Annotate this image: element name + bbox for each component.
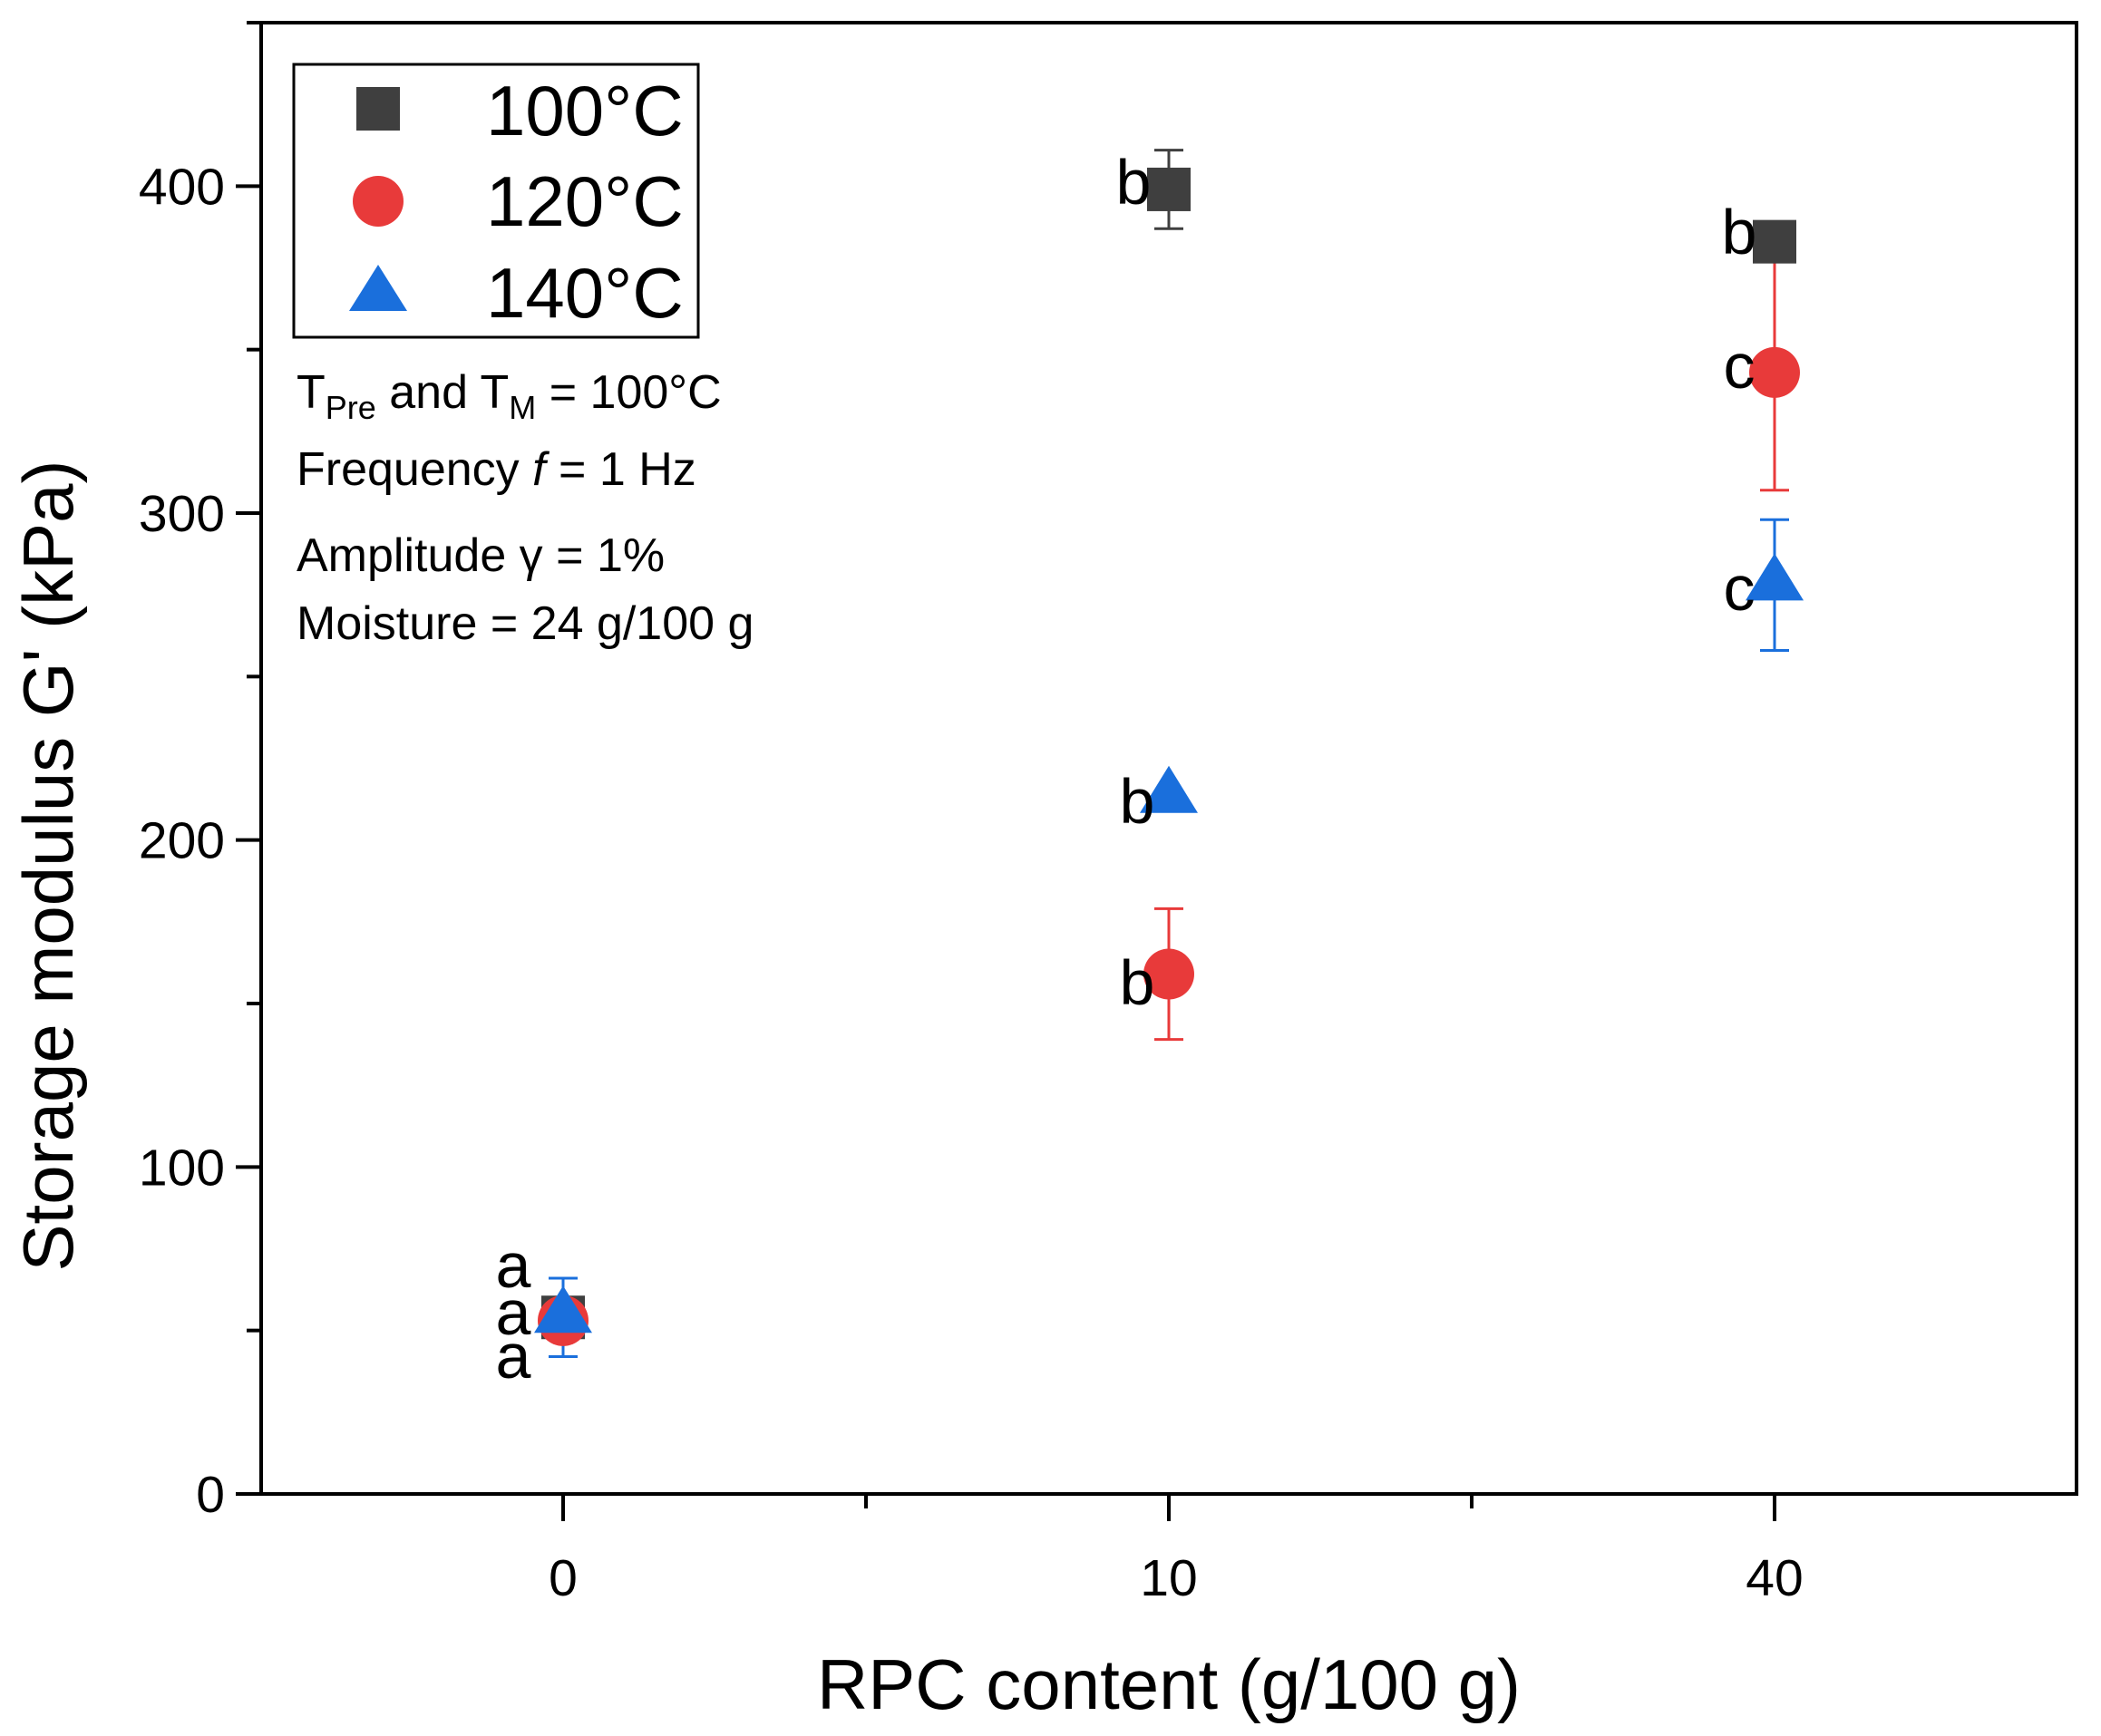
significance-letter-100c: b <box>1722 197 1757 267</box>
annotation-frequency-symbol: f <box>532 443 550 496</box>
y-tick-label: 300 <box>139 485 225 543</box>
marker-triangle-140c <box>1140 765 1198 813</box>
significance-letter-140c: c <box>1724 553 1756 624</box>
legend-label-140c: 140°C <box>486 253 684 333</box>
annotation-line-2: Frequency f = 1 Hz <box>297 443 696 496</box>
annotation-frequency-suffix: = 1 Hz <box>546 443 696 496</box>
y-axis-ticks: 0 100 200 300 400 <box>139 21 261 1524</box>
x-axis-title: RPC content (g/100 g) <box>817 1644 1521 1724</box>
x-tick-label: 40 <box>1746 1549 1803 1607</box>
annotation-temp: = 100°C <box>536 366 721 419</box>
annotation-sub-m: M <box>509 389 536 426</box>
y-axis-title: Storage modulus G' (kPa) <box>8 461 88 1272</box>
marker-square-100c <box>1147 167 1191 211</box>
x-tick-label: 0 <box>549 1549 578 1607</box>
significance-letter-140c: b <box>1120 766 1155 837</box>
marker-triangle-140c <box>1746 553 1804 601</box>
legend: 100°C 120°C 140°C <box>292 63 700 339</box>
marker-square-100c <box>1753 219 1796 264</box>
annotation-sub-pre: Pre <box>326 389 376 426</box>
legend-label-120c: 120°C <box>486 161 684 241</box>
x-axis-ticks: 0 10 40 <box>549 1494 1804 1607</box>
significance-letter-120c: c <box>1724 331 1756 402</box>
y-tick-label: 400 <box>139 158 225 216</box>
annotation-line-4: Moisture = 24 g/100 g <box>297 597 754 650</box>
legend-marker-100c <box>356 87 400 131</box>
significance-letter-100c: a <box>496 1230 531 1301</box>
annotation-t-pre: T <box>297 366 326 419</box>
significance-letter-140c: a <box>496 1321 531 1392</box>
legend-marker-120c <box>353 176 404 227</box>
significance-letter-120c: b <box>1120 947 1155 1018</box>
x-tick-label: 10 <box>1140 1549 1197 1607</box>
annotation-line-3: Amplitude γ = 1% <box>297 529 665 582</box>
y-tick-label: 0 <box>196 1466 225 1524</box>
y-tick-label: 100 <box>139 1139 225 1197</box>
significance-letter-100c: b <box>1116 147 1152 218</box>
legend-marker-140c <box>349 265 407 311</box>
marker-triangle-140c <box>534 1285 592 1334</box>
conditions-annotation: TPre and TM = 100°C Frequency f = 1 Hz A… <box>297 366 754 650</box>
marker-circle-120c <box>1749 346 1800 398</box>
annotation-and-t: and T <box>376 366 509 419</box>
annotation-line-1: TPre and TM = 100°C <box>297 366 722 426</box>
significance-letter-120c: a <box>496 1277 531 1348</box>
error-bars <box>549 149 1789 1359</box>
legend-label-100c: 100°C <box>486 71 684 150</box>
marker-circle-120c <box>1143 948 1194 1000</box>
data-markers <box>534 167 1804 1346</box>
y-tick-label: 200 <box>139 812 225 870</box>
annotation-frequency-prefix: Frequency <box>297 443 532 496</box>
